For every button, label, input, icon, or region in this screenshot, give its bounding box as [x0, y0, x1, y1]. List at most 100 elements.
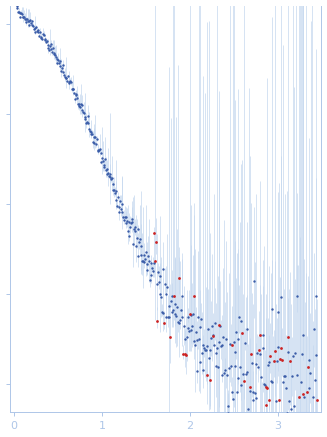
Point — [106, 170, 111, 177]
Point — [127, 232, 132, 239]
Point — [55, 59, 60, 66]
Point — [154, 317, 159, 324]
Point — [312, 376, 318, 383]
Point — [40, 35, 45, 42]
Point — [49, 45, 54, 52]
Point — [121, 216, 127, 223]
Point — [267, 353, 273, 360]
Point — [183, 351, 189, 358]
Point — [218, 343, 224, 350]
Point — [143, 249, 148, 256]
Point — [185, 324, 190, 331]
Point — [149, 271, 154, 278]
Point — [89, 128, 94, 135]
Point — [191, 292, 196, 299]
Point — [43, 38, 49, 45]
Point — [211, 333, 216, 340]
Point — [212, 319, 217, 326]
Point — [258, 373, 264, 380]
Point — [239, 329, 245, 336]
Point — [33, 29, 38, 36]
Point — [279, 345, 284, 352]
Point — [170, 309, 175, 316]
Point — [262, 381, 267, 388]
Point — [49, 48, 55, 55]
Point — [137, 236, 143, 243]
Point — [201, 366, 206, 373]
Point — [229, 342, 234, 349]
Point — [212, 341, 217, 348]
Point — [29, 21, 34, 28]
Point — [186, 327, 192, 334]
Point — [249, 359, 254, 366]
Point — [60, 62, 65, 69]
Point — [205, 326, 211, 333]
Point — [16, 8, 21, 15]
Point — [118, 198, 123, 205]
Point — [161, 310, 166, 317]
Point — [181, 351, 186, 358]
Point — [124, 217, 129, 224]
Point — [183, 350, 188, 357]
Point — [162, 319, 167, 326]
Point — [22, 13, 27, 20]
Point — [193, 341, 198, 348]
Point — [198, 358, 203, 365]
Point — [276, 308, 281, 315]
Point — [251, 388, 256, 395]
Point — [90, 130, 95, 137]
Point — [86, 119, 91, 126]
Point — [186, 314, 191, 321]
Point — [85, 113, 90, 120]
Point — [41, 31, 46, 38]
Point — [122, 214, 128, 221]
Point — [134, 235, 140, 242]
Point — [300, 332, 305, 339]
Point — [251, 278, 257, 285]
Point — [58, 62, 63, 69]
Point — [133, 227, 138, 234]
Point — [240, 371, 246, 378]
Point — [231, 338, 236, 345]
Point — [128, 224, 133, 231]
Point — [155, 281, 160, 288]
Point — [174, 304, 180, 311]
Point — [152, 230, 157, 237]
Point — [244, 369, 249, 376]
Point — [288, 406, 293, 413]
Point — [224, 336, 229, 343]
Point — [130, 240, 136, 247]
Point — [277, 397, 282, 404]
Point — [45, 42, 50, 49]
Point — [295, 293, 300, 300]
Point — [182, 335, 187, 342]
Point — [234, 388, 239, 395]
Point — [113, 187, 118, 194]
Point — [243, 339, 248, 346]
Point — [96, 147, 101, 154]
Point — [52, 51, 57, 58]
Point — [269, 379, 274, 386]
Point — [146, 258, 152, 265]
Point — [114, 202, 120, 209]
Point — [270, 415, 276, 422]
Point — [14, 3, 19, 10]
Point — [144, 266, 149, 273]
Point — [271, 358, 277, 365]
Point — [280, 379, 285, 386]
Point — [178, 317, 183, 324]
Point — [74, 92, 79, 99]
Point — [53, 52, 58, 59]
Point — [34, 24, 39, 31]
Point — [83, 119, 89, 126]
Point — [294, 371, 299, 378]
Point — [311, 325, 317, 332]
Point — [289, 412, 294, 419]
Point — [221, 369, 227, 376]
Point — [71, 86, 76, 93]
Point — [73, 91, 78, 98]
Point — [196, 336, 201, 343]
Point — [216, 339, 221, 346]
Point — [174, 313, 179, 320]
Point — [228, 362, 233, 369]
